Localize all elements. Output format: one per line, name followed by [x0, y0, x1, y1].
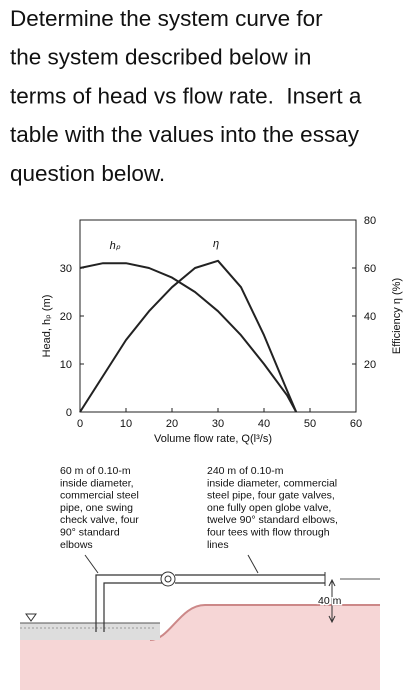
series-line [79, 262, 298, 413]
series-label: hₚ [110, 240, 121, 252]
x-tick-label: 20 [166, 418, 178, 430]
pump [160, 571, 176, 587]
right-note-line: four tees with flow through [207, 527, 330, 539]
right-note-line: steel pipe, four gate valves, [207, 490, 335, 502]
x-tick-label: 40 [258, 418, 270, 430]
right-note-line: one fully open globe valve, [207, 502, 331, 514]
discharge-pipe [175, 574, 325, 584]
question-line: terms of head vs flow rate. Insert a [10, 83, 362, 108]
y2-tick-label: 40 [364, 311, 376, 323]
right-note-line: twelve 90° standard elbows, [207, 514, 338, 526]
reservoir-water [20, 623, 160, 640]
question-line: Determine the system curve for [10, 6, 323, 31]
y2-tick-label: 60 [364, 263, 376, 275]
y-tick-label: 20 [60, 311, 72, 323]
question-line: question below. [10, 161, 165, 186]
left-note-line: commercial steel [60, 490, 139, 502]
x-tick-label: 10 [120, 418, 132, 430]
suction-pipe [95, 574, 162, 632]
y2-axis-label: Efficiency η (%) [391, 278, 403, 354]
question-line: the system described below in [10, 45, 311, 70]
y-tick-label: 10 [60, 359, 72, 371]
series-label: η [213, 238, 219, 250]
y-tick-label: 0 [66, 407, 72, 419]
left-note-line: pipe, one swing [60, 502, 133, 514]
left-note-line: check valve, four [60, 514, 139, 526]
left-note-line: 90° standard [60, 527, 120, 539]
right-note-line: inside diameter, commercial [207, 477, 337, 489]
x-tick-label: 50 [304, 418, 316, 430]
y-tick-label: 30 [60, 263, 72, 275]
y-axis-label: Head, hₚ (m) [41, 295, 53, 358]
pump-hub [164, 575, 172, 583]
y2-tick-label: 80 [364, 215, 376, 227]
question: Determine the system curve for the system… [10, 6, 362, 186]
surface-marker [25, 613, 37, 622]
x-axis-label: Volume flow rate, Q(l³/s) [154, 433, 272, 445]
y2-tick-label: 20 [364, 359, 376, 371]
series-line [79, 259, 298, 413]
x-tick-label: 60 [350, 418, 362, 430]
dimension-arrows [328, 578, 336, 624]
left-note-line: elbows [60, 539, 93, 551]
ground [20, 605, 380, 690]
pointer-left [84, 554, 99, 574]
pointer-right [247, 554, 259, 574]
left-note-line: 60 m of 0.10-m [60, 465, 131, 477]
question-line: table with the values into the essay [10, 122, 360, 147]
chart: 0 10 20 30 40 50 60 0 10 20 30 20 40 60 80 Volume flow … [41, 215, 403, 445]
left-note-line: inside diameter, [60, 477, 134, 489]
right-note-line: 240 m of 0.10-m [207, 465, 284, 477]
height-label: 40 m [318, 595, 342, 607]
x-tick-label: 30 [212, 418, 224, 430]
right-note-line: lines [207, 539, 229, 551]
x-tick-label: 0 [77, 418, 83, 430]
